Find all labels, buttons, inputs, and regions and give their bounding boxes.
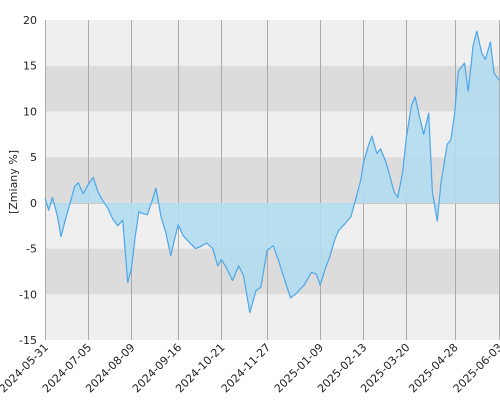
background-band	[45, 20, 499, 66]
x-axis-ticks: 2024-05-312024-07-052024-08-092024-09-16…	[0, 341, 500, 395]
y-tick-label: 0	[30, 197, 37, 210]
background-band	[45, 248, 499, 295]
series-area-fill	[45, 31, 499, 313]
y-tick-label: -5	[26, 243, 37, 256]
series-area	[44, 30, 500, 314]
y-tick-label: 15	[23, 60, 37, 73]
y-tick-label: 5	[30, 151, 37, 164]
y-tick-label: -10	[19, 288, 37, 301]
background-band	[45, 294, 499, 340]
series-line	[44, 30, 500, 314]
x-tick-label: 2024-11-27	[219, 341, 273, 395]
y-tick-label: 20	[23, 14, 37, 27]
y-tick-label: -15	[19, 334, 37, 347]
y-tick-label: 10	[23, 105, 37, 118]
y-axis-ticks: -15 -10 -5 0 5 10 15 20	[19, 14, 37, 347]
background-band	[45, 65, 499, 112]
y-axis-label: [Zmiany %]	[7, 150, 20, 214]
